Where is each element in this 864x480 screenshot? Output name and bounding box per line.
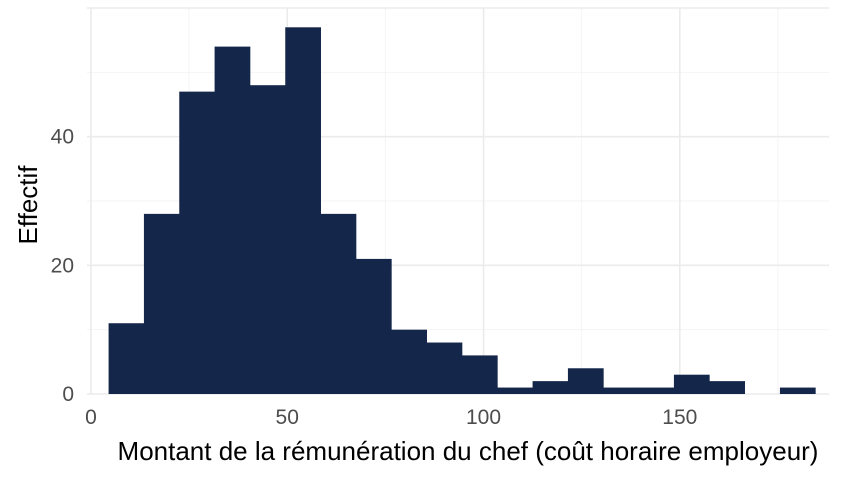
histogram-bar xyxy=(779,387,816,394)
y-tick-label: 0 xyxy=(62,383,74,406)
histogram-bar xyxy=(108,323,145,394)
x-tick-label: 100 xyxy=(466,406,501,429)
histogram-bar xyxy=(532,381,569,394)
histogram-bar xyxy=(567,368,604,394)
histogram-bar xyxy=(426,342,463,394)
x-axis-ticks: 0 50 100 150 xyxy=(85,406,697,429)
y-axis-title: Effectif xyxy=(13,165,43,245)
x-axis-title: Montant de la rémunération du chef (coût… xyxy=(118,436,819,466)
histogram-bar xyxy=(638,387,675,394)
histogram-bar xyxy=(320,213,357,394)
x-tick-label: 0 xyxy=(85,406,97,429)
histogram-bar xyxy=(355,258,392,394)
histogram-bar xyxy=(285,27,321,395)
y-tick-label: 20 xyxy=(51,254,74,277)
x-tick-label: 50 xyxy=(276,406,299,429)
histogram-bar xyxy=(214,46,251,394)
histogram-bar xyxy=(709,381,745,394)
y-axis-ticks: 0 20 40 xyxy=(51,126,74,406)
histogram-bar xyxy=(143,213,180,394)
histogram-bar xyxy=(603,387,639,394)
y-tick-label: 40 xyxy=(51,126,74,149)
histogram-bar xyxy=(249,85,286,394)
histogram-bar xyxy=(497,387,533,394)
x-tick-label: 150 xyxy=(662,406,697,429)
histogram-bar xyxy=(673,374,710,394)
histogram-bars xyxy=(108,27,816,395)
histogram-bar xyxy=(461,355,498,394)
histogram-bar xyxy=(391,329,427,394)
histogram-bar xyxy=(179,91,215,394)
